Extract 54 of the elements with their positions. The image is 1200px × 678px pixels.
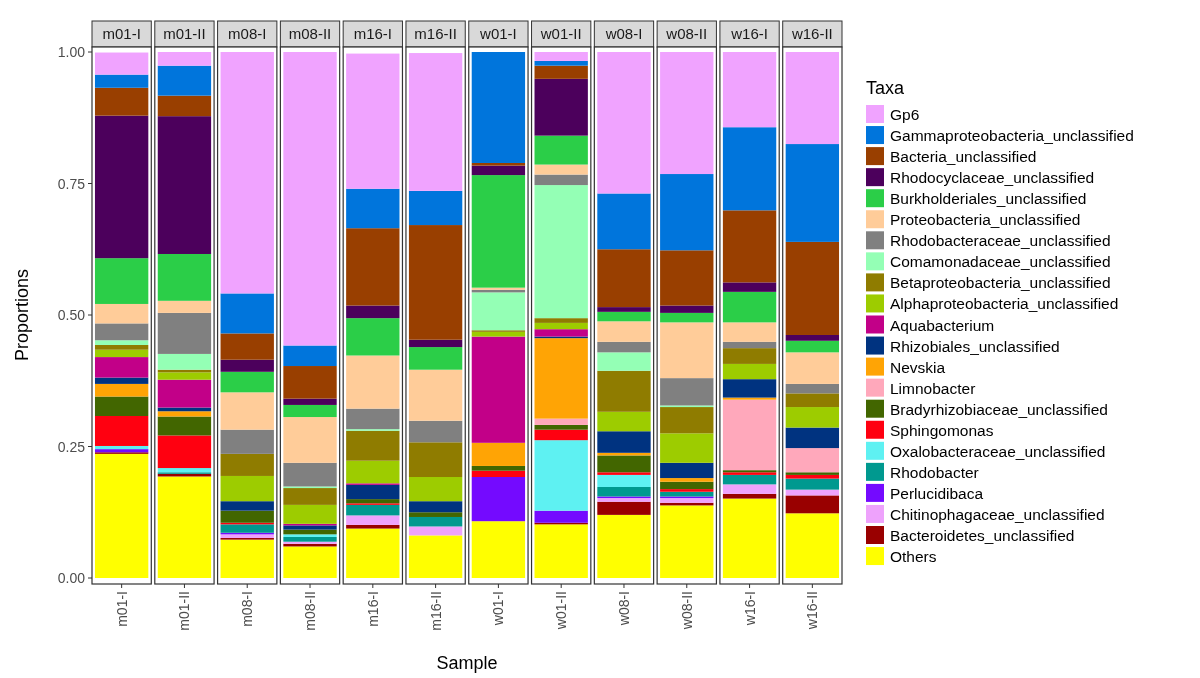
category-label: m16-II xyxy=(427,591,444,631)
legend-label: Rhodobacter xyxy=(890,463,979,481)
category-label: w08-I xyxy=(615,591,632,626)
category-label: m01-I xyxy=(113,591,130,627)
legend-label: Proteobacteria_unclassified xyxy=(890,211,1081,229)
x-tick-label: m01-II xyxy=(163,25,206,42)
legend-label: Betaproteobacteria_unclassified xyxy=(890,274,1111,292)
y-tick-label: 0.75 xyxy=(57,175,86,192)
category-label: m01-II xyxy=(176,591,193,631)
x-tick-label: w08-I xyxy=(604,25,643,42)
legend-label: Gp6 xyxy=(890,106,920,123)
x-tick-label: m08-II xyxy=(288,25,332,42)
legend-label: Bacteroidetes_unclassified xyxy=(890,527,1075,544)
legend-label: Rhizobiales_unclassified xyxy=(890,337,1060,355)
legend-label: Gammaproteobacteria_unclassified xyxy=(890,127,1134,145)
category-label: w01-II xyxy=(553,591,570,630)
legend-title: Taxa xyxy=(866,78,906,98)
legend-label: Rhodocyclaceae_unclassified xyxy=(890,169,1095,187)
x-tick-label: w16-II xyxy=(790,25,833,42)
category-label: w16-I xyxy=(741,591,758,626)
legend-label: Bacteria_unclassified xyxy=(890,148,1037,166)
legend-label: Chitinophagaceae_unclassified xyxy=(890,505,1105,523)
y-tick-label: 0.50 xyxy=(57,307,86,323)
category-label: w08-II xyxy=(678,591,695,630)
x-tick-label: w08-II xyxy=(665,25,708,42)
legend-label: Others xyxy=(890,548,937,566)
legend-label: Perlucidibaca xyxy=(890,484,984,502)
legend-label: Rhodobacteraceae_unclassified xyxy=(890,232,1111,250)
x-axis-title: Sample xyxy=(436,653,498,673)
legend-label: Burkholderiales_unclassified xyxy=(890,190,1087,208)
legend-label: Comamonadaceae_unclassified xyxy=(890,253,1111,271)
x-tick-label: w16-I xyxy=(730,25,768,42)
legend-label: Limnobacter xyxy=(890,379,976,397)
category-label: w01-I xyxy=(490,591,507,626)
category-label: m08-II xyxy=(302,591,319,631)
x-tick-label: w01-I xyxy=(479,25,517,42)
x-tick-label: w01-II xyxy=(539,25,582,42)
legend-label: Alphaproteobacteria_unclassified xyxy=(890,295,1119,313)
legend-label: Nevskia xyxy=(890,358,946,376)
x-tick-label: m01-I xyxy=(102,25,141,42)
legend-label: Sphingomonas xyxy=(890,421,994,439)
y-tick-label: 0.25 xyxy=(57,438,86,455)
y-tick-label: 1.00 xyxy=(57,44,86,60)
y-tick-label: 0.00 xyxy=(57,570,86,586)
legend-label: Oxalobacteraceae_unclassified xyxy=(890,442,1106,460)
category-label: m08-I xyxy=(239,591,256,627)
category-label: w16-II xyxy=(804,591,821,630)
x-tick-label: m08-I xyxy=(228,25,267,42)
y-axis-title: Proportions xyxy=(12,268,32,362)
x-tick-label: m16-I xyxy=(353,25,392,42)
legend-label: Bradyrhizobiaceae_unclassified xyxy=(890,400,1108,418)
legend-label: Aquabacterium xyxy=(890,316,995,334)
category-label: m16-I xyxy=(364,591,381,627)
x-tick-label: m16-II xyxy=(414,25,457,42)
